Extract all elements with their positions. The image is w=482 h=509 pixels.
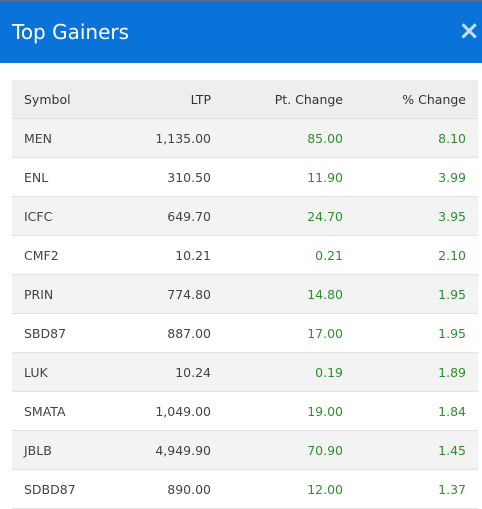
table-row: PRIN 774.80 14.80 1.95 [12, 275, 478, 314]
table-cell: 1.45 [438, 443, 466, 458]
table-cell: SDBD87 [24, 482, 76, 497]
table-cell: 24.70 [307, 209, 343, 224]
table-cell: 1.95 [438, 287, 466, 302]
table-cell: 774.80 [167, 287, 211, 302]
table-cell: 0.21 [315, 248, 343, 263]
table-row: SBD87 887.00 17.00 1.95 [12, 314, 478, 353]
table-row: MEN 1,135.00 85.00 8.10 [12, 119, 478, 158]
table-cell: 17.00 [307, 326, 343, 341]
close-button[interactable]: × [458, 16, 480, 46]
table-cell: 1,049.00 [155, 404, 211, 419]
table-cell: SBD87 [24, 326, 67, 341]
table-cell: 887.00 [167, 326, 211, 341]
header: Top Gainers × [0, 0, 482, 63]
table-cell: 12.00 [307, 482, 343, 497]
table-cell: 19.00 [307, 404, 343, 419]
header-row: Symbol LTP Pt. Change % Change [12, 80, 478, 119]
table: Symbol LTP Pt. Change % Change MEN 1,135.00 85… [12, 80, 478, 509]
table-cell: CMF2 [24, 248, 59, 263]
table-cell: 85.00 [307, 131, 343, 146]
table-cell: 3.95 [438, 209, 466, 224]
table-cell: SMATA [24, 404, 66, 419]
table-cell: 0.19 [315, 365, 343, 380]
table-cell: PRIN [24, 287, 54, 302]
table-cell: 649.70 [167, 209, 211, 224]
table-row: LUK 10.24 0.19 1.89 [12, 353, 478, 392]
table-row: ENL 310.50 11.90 3.99 [12, 158, 478, 197]
table-cell: 890.00 [167, 482, 211, 497]
column-header: LTP [190, 92, 211, 107]
table-cell: 1.95 [438, 326, 466, 341]
table-cell: 1.89 [438, 365, 466, 380]
table-cell: JBLB [24, 443, 52, 458]
table-cell: 1,135.00 [155, 131, 211, 146]
table-cell: 10.24 [175, 365, 211, 380]
table-cell: 11.90 [307, 170, 343, 185]
table-cell: MEN [24, 131, 53, 146]
table-row: SMATA 1,049.00 19.00 1.84 [12, 392, 478, 431]
column-header: Symbol [24, 92, 71, 107]
table-cell: 2.10 [438, 248, 466, 263]
table-cell: 310.50 [167, 170, 211, 185]
table-cell: 1.37 [438, 482, 466, 497]
table-cell: 1.84 [438, 404, 466, 419]
table-row: CMF2 10.21 0.21 2.10 [12, 236, 478, 275]
table-cell: ICFC [24, 209, 53, 224]
table-row: SDBD87 890.00 12.00 1.37 [12, 470, 478, 509]
table-cell: 8.10 [438, 131, 466, 146]
table-cell: LUK [24, 365, 48, 380]
title: Top Gainers [12, 20, 130, 44]
table-cell: 10.21 [175, 248, 211, 263]
table-cell: 14.80 [307, 287, 343, 302]
table-cell: ENL [24, 170, 49, 185]
table-cell: 3.99 [438, 170, 466, 185]
table-row: ICFC 649.70 24.70 3.95 [12, 197, 478, 236]
table-cell: 70.90 [307, 443, 343, 458]
table-row: JBLB 4,949.90 70.90 1.45 [12, 431, 478, 470]
column-header: % Change [402, 92, 466, 107]
table-cell: 4,949.90 [155, 443, 211, 458]
column-header: Pt. Change [274, 92, 343, 107]
